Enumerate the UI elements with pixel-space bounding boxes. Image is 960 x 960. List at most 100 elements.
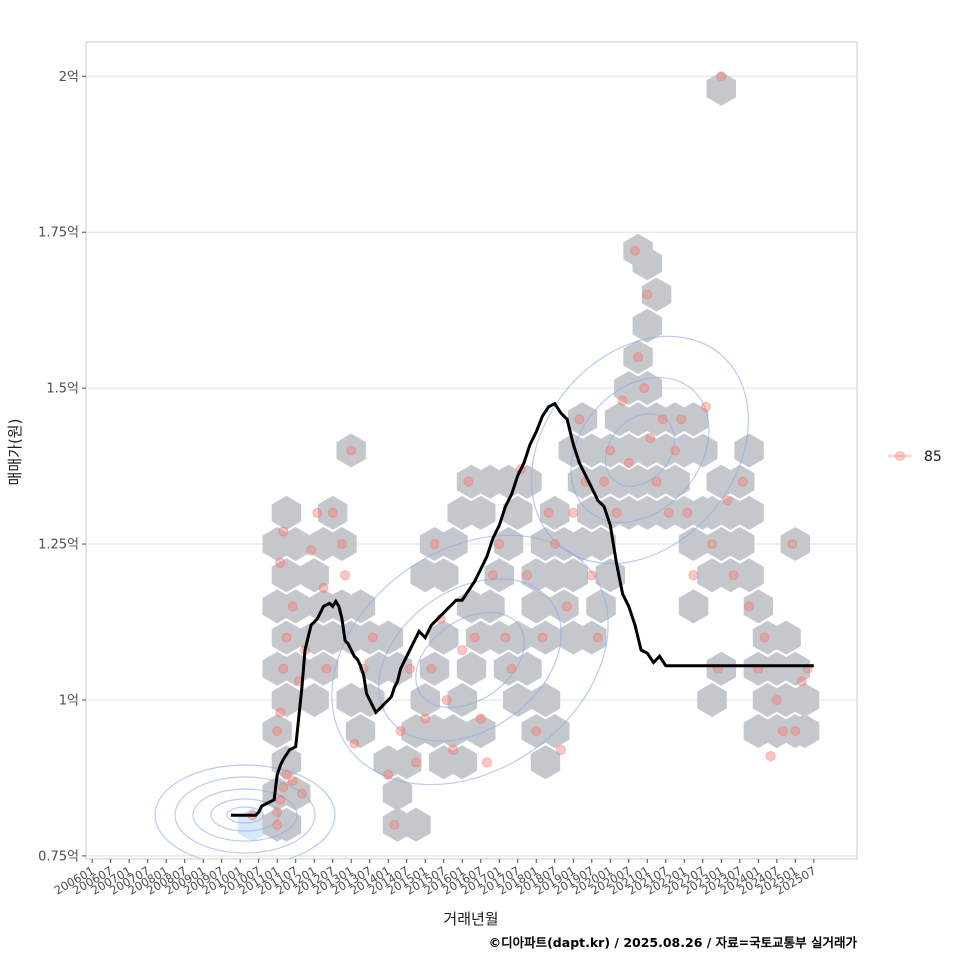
hexbin-cell [281,589,311,624]
hexbin-cell [725,464,755,499]
hexbin-cell [540,495,570,530]
scatter-point [281,769,292,780]
hexbin-cell [549,589,579,624]
scatter-point [787,539,798,550]
scatter-point [275,557,286,568]
scatter-point [623,457,634,468]
hexbin-cell [697,683,727,717]
scatter-point [488,570,499,581]
scatter-point [737,476,748,487]
hexbin-cell [466,714,496,749]
hexbin-cell [632,371,662,406]
scatter-point [340,570,351,581]
scatter-point [599,476,610,487]
scatter-point [722,495,733,506]
scatter-point [275,707,286,718]
scatter-point [410,757,421,768]
hexbin-cell [678,402,709,437]
hexbin-cell [271,620,302,655]
hexbin-cell [558,558,588,593]
scatter-point [272,726,283,737]
hexbin-cell [429,620,459,655]
x-axis-title: 거래년월 [443,910,498,928]
hexbin-cell [308,651,339,686]
hexbin-cell [706,651,736,686]
hexbin-cell [521,589,551,624]
hexbin-cell [512,651,542,686]
scatter-point [429,539,440,550]
contour-line [192,788,298,842]
hexbin-cell [743,589,773,624]
hexbin-cell [336,433,366,468]
scatter-point [321,663,332,674]
hexbin-cell [419,651,450,686]
hexbin-cell [734,558,764,593]
source-caption: ©디아파트(dapt.kr) / 2025.08.26 / 자료=국토교통부 실… [489,935,858,950]
x-axis-ticks: 2006012006072007012007072008012008072009… [52,859,818,898]
scatter-point [494,539,505,550]
y-tick-label: 0.75억 [38,849,79,864]
scatter-point [287,601,298,612]
hexbin-cell [577,620,607,655]
scatter-point [441,694,452,705]
scatter-point [790,726,801,737]
scatter-point [765,751,776,762]
scatter-point [327,507,338,518]
scatter-point [645,433,656,444]
scatter-point [605,445,616,456]
contour-line [210,798,280,832]
scatter-point [629,245,640,256]
y-tick-label: 2억 [59,70,79,85]
scatter-point [759,632,770,643]
contour-line [226,806,264,824]
hexbin-cell [382,776,413,811]
scatter-point [663,507,674,518]
scatter-point [278,526,289,537]
scatter-point [651,476,662,487]
hexbin-cell [271,495,302,530]
scatter-point [522,570,533,581]
hexbin-cell [503,495,533,530]
hexbin-cell [771,620,801,655]
scatter-point [395,726,406,737]
hexbin-cell [789,683,820,717]
scatter-point [549,539,560,550]
scatter-point [796,676,807,687]
hexbin-cell [725,527,755,561]
scatter-point [642,289,653,300]
hexbin-cell [632,246,662,281]
scatter-point [278,663,289,674]
scatter-point [633,351,644,362]
scatter-point [568,507,579,518]
y-axis-ticks: 0.75억 1억 1.25억 1.5억 1.75억 2억 [38,70,86,864]
scatter-point [318,582,329,593]
scatter-point [657,414,668,425]
scatter-point [275,794,286,805]
scatter-point [447,744,458,755]
hexbin-cell [475,589,505,624]
hexbin-cell [373,620,403,655]
scatter-point [676,414,687,425]
contour-line [378,578,562,742]
scatter-point [287,776,298,787]
scatter-point [367,632,378,643]
hexbin-cell [780,527,810,561]
y-tick-label: 1.25억 [38,538,79,553]
contour-line [604,413,676,487]
scatter-point [383,769,394,780]
scatter-point [688,570,699,581]
hexbin-cell [567,402,598,437]
hexbin-cell [456,651,487,686]
scatter-point [272,807,283,818]
scatter-point [592,632,603,643]
scatter-point [670,445,681,456]
hexbin-cell [586,589,616,624]
hexbin-cell [466,495,496,530]
hexbin-cell [503,620,533,655]
legend: 85 [888,449,942,465]
hexbin-cell [706,71,736,106]
hexbin-cell [660,464,690,499]
scatter-point [463,476,474,487]
scatter-point [349,738,360,749]
